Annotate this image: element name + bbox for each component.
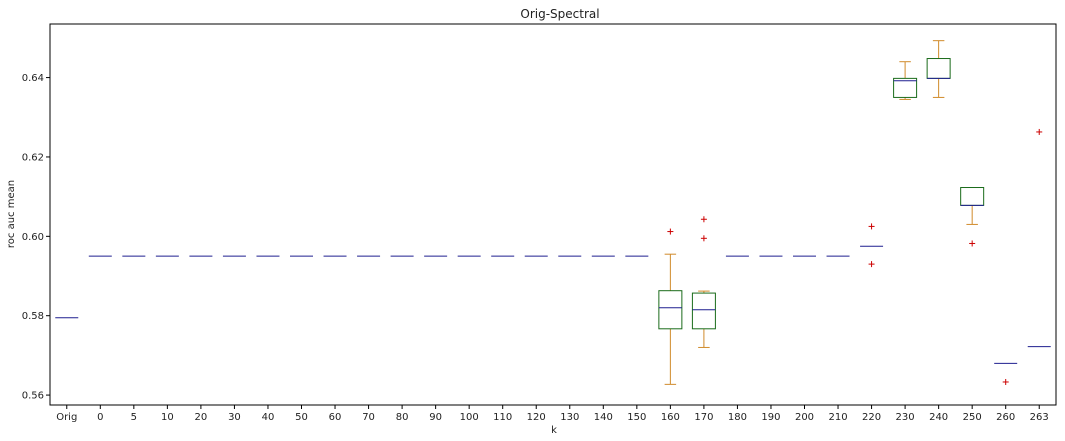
- x-tick-label: 150: [627, 412, 646, 423]
- x-tick-label: 30: [228, 412, 241, 423]
- outlier-point: [969, 240, 976, 247]
- outlier-point: [868, 223, 875, 230]
- box-body: [658, 290, 683, 330]
- y-axis-label: roc auc mean: [6, 180, 17, 248]
- y-tick-label: 0.62: [22, 152, 44, 163]
- x-tick-label: 263: [1030, 412, 1049, 423]
- x-tick-label: 140: [594, 412, 613, 423]
- x-tick-label: 110: [493, 412, 512, 423]
- box-series: [55, 40, 1051, 385]
- y-tick-label: 0.56: [22, 391, 44, 402]
- x-tick-label: 180: [728, 412, 747, 423]
- outlier-point: [868, 261, 875, 268]
- x-tick-label: 130: [560, 412, 579, 423]
- x-tick-label: 100: [460, 412, 479, 423]
- outlier-point: [667, 228, 674, 235]
- y-tick-label: 0.64: [22, 73, 44, 84]
- x-tick-label: Orig: [56, 412, 77, 423]
- x-tick-label: 210: [828, 412, 847, 423]
- outlier-point: [1036, 128, 1043, 135]
- box-body: [926, 58, 951, 79]
- x-tick-label: 220: [862, 412, 881, 423]
- x-tick-label: 190: [761, 412, 780, 423]
- box-230: [893, 61, 918, 100]
- x-tick-label: 260: [996, 412, 1015, 423]
- x-tick-label: 200: [795, 412, 814, 423]
- outlier-point: [700, 235, 707, 242]
- x-tick-label: 170: [694, 412, 713, 423]
- x-tick-label: 5: [131, 412, 137, 423]
- x-tick-label: 90: [429, 412, 442, 423]
- box-250: [960, 187, 985, 247]
- box-240: [926, 40, 951, 98]
- plot-area-frame: [49, 23, 1057, 406]
- chart-title: Orig-Spectral: [520, 7, 599, 21]
- x-axis-label: k: [551, 425, 557, 436]
- x-tick-label: 160: [661, 412, 680, 423]
- x-tick-label: 120: [527, 412, 546, 423]
- box-body: [960, 187, 985, 206]
- x-axis: Orig 0 5 10 20 30 40 50 60 70 80 90 100 110 120 130 140 1…: [56, 405, 1049, 423]
- y-tick-label: 0.60: [22, 232, 44, 243]
- y-axis: 0.56 0.58 0.60 0.62 0.64: [22, 73, 50, 402]
- box-body: [893, 77, 918, 98]
- x-tick-label: 50: [295, 412, 308, 423]
- y-tick-label: 0.58: [22, 311, 44, 322]
- x-tick-label: 70: [362, 412, 375, 423]
- x-tick-label: 240: [929, 412, 948, 423]
- outlier-point: [700, 216, 707, 223]
- x-tick-label: 230: [896, 412, 915, 423]
- x-tick-label: 80: [396, 412, 409, 423]
- x-tick-label: 250: [963, 412, 982, 423]
- x-tick-label: 10: [161, 412, 174, 423]
- x-tick-label: 40: [262, 412, 275, 423]
- box-260: [994, 362, 1018, 385]
- box-220: [860, 223, 884, 268]
- box-263: [1027, 128, 1051, 348]
- x-tick-label: 20: [195, 412, 208, 423]
- x-tick-label: 60: [329, 412, 342, 423]
- box-170: [691, 216, 716, 348]
- x-tick-label: 0: [97, 412, 103, 423]
- box-body: [691, 292, 716, 330]
- outlier-point: [1002, 378, 1009, 385]
- box-160: [658, 228, 683, 385]
